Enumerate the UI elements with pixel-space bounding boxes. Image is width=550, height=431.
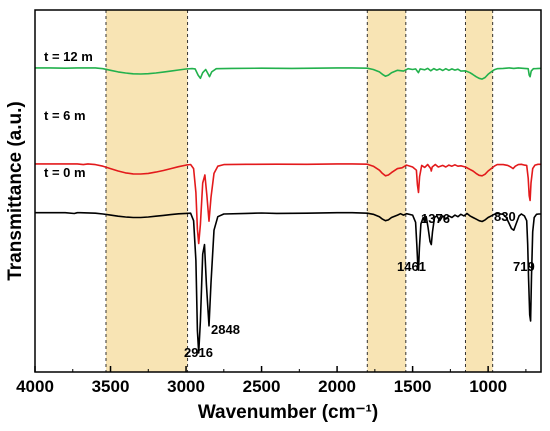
y-axis-title: Transmittance (a.u.) (5, 101, 26, 281)
peak-label-1376: 1376 (421, 211, 450, 226)
series-label-t0: t = 0 m (44, 165, 86, 180)
x-tick-label: 2000 (318, 377, 356, 396)
x-tick-label: 4000 (16, 377, 54, 396)
peak-label-719: 719 (513, 259, 535, 274)
series-line-2 (35, 211, 541, 354)
peak-label-2848: 2848 (211, 322, 240, 337)
x-axis-ticks: 4000 3500 3000 2500 2000 1500 1000 (16, 366, 527, 396)
series-labels: t = 12 m t = 6 m t = 0 m (44, 49, 93, 180)
x-tick-label: 1500 (394, 377, 432, 396)
series-line-0 (35, 67, 541, 80)
x-tick-label: 2500 (243, 377, 281, 396)
highlight-bands (105, 10, 494, 372)
plot-frame (34, 9, 542, 373)
peak-label-1461: 1461 (397, 259, 426, 274)
series-line-1 (35, 163, 541, 245)
series-label-t12: t = 12 m (44, 49, 93, 64)
series-label-t6: t = 6 m (44, 108, 86, 123)
x-tick-label: 3000 (167, 377, 205, 396)
x-tick-label: 3500 (92, 377, 130, 396)
x-axis-title: Wavenumber (cm⁻¹) (198, 402, 378, 423)
peak-annotations: 2916 2848 1461 1376 830 719 (184, 209, 535, 360)
spectra-lines (35, 67, 541, 354)
highlight-band (465, 10, 493, 372)
peak-label-830: 830 (494, 209, 516, 224)
peak-label-2916: 2916 (184, 345, 213, 360)
highlight-band (105, 10, 188, 372)
highlight-band (367, 10, 406, 372)
x-tick-label: 1000 (469, 377, 507, 396)
